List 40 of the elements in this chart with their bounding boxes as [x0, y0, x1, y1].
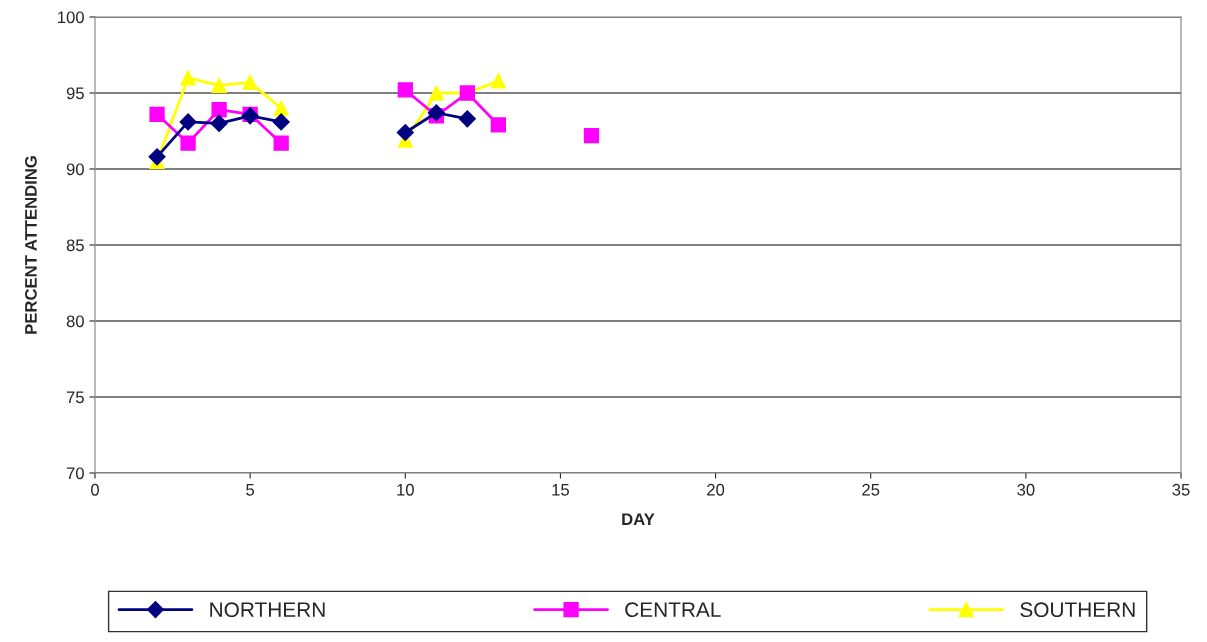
y-tick-label: 70	[66, 467, 84, 480]
y-tick-label: 75	[66, 391, 84, 404]
point	[272, 113, 290, 131]
point	[180, 70, 196, 86]
point	[273, 100, 289, 116]
y-tick-label: 100	[58, 11, 84, 24]
point	[397, 82, 413, 98]
x-axis-title: DAY	[622, 513, 655, 525]
x-tick-label: 25	[862, 483, 880, 496]
y-tick-label: 90	[66, 163, 84, 176]
point	[583, 127, 600, 144]
point	[210, 114, 228, 132]
legend-label: NORTHERN	[210, 602, 325, 618]
point	[396, 123, 414, 142]
point	[427, 104, 445, 122]
x-tick-label: 10	[397, 483, 414, 496]
point	[273, 135, 289, 151]
legend-label: SOUTHERN	[1020, 602, 1135, 618]
point	[180, 135, 196, 151]
x-tick-label: 0	[91, 483, 99, 496]
x-tick-label: 30	[1017, 483, 1035, 496]
point	[242, 74, 258, 90]
y-axis-title: PERCENT ATTENDING	[25, 156, 37, 334]
x-tick-label: 20	[707, 483, 725, 496]
point	[149, 106, 165, 122]
point	[211, 77, 227, 94]
point	[490, 117, 507, 133]
point	[458, 110, 476, 128]
x-tick-label: 35	[1172, 483, 1190, 496]
point	[428, 85, 444, 101]
point	[490, 73, 507, 89]
legend-label: CENTRAL	[625, 602, 721, 618]
x-tick-label: 15	[552, 484, 569, 496]
y-tick-label: 95	[66, 87, 84, 100]
point	[179, 113, 197, 131]
point	[148, 148, 166, 166]
y-tick-label: 80	[66, 315, 84, 328]
x-tick-label: 5	[246, 484, 255, 496]
y-tick-label: 85	[66, 239, 84, 252]
point	[211, 102, 227, 118]
